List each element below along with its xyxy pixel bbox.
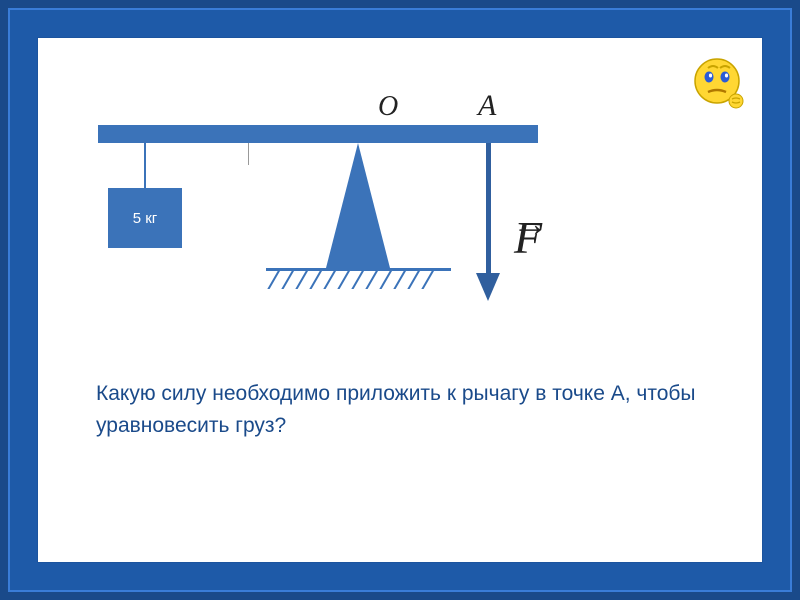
weight-box: 5 кг — [108, 188, 182, 248]
lever-diagram: 5 кг O A → F — [98, 93, 598, 343]
slide-frame: 5 кг O A → F Какую силу необходимо прило… — [8, 8, 792, 592]
lever-tick — [248, 143, 249, 165]
weight-label: 5 кг — [133, 210, 158, 227]
force-arrowhead — [476, 273, 500, 301]
lever-bar — [98, 125, 538, 143]
label-point-A: A — [478, 89, 496, 123]
slide-card: 5 кг O A → F Какую силу необходимо прило… — [38, 38, 762, 562]
weight-string — [144, 143, 146, 188]
fulcrum — [326, 143, 390, 268]
force-vector-arrow-icon: → — [512, 203, 544, 245]
ground-hatches — [266, 271, 451, 289]
label-force-F: → F — [514, 211, 542, 264]
force-shaft — [486, 143, 491, 278]
question-text: Какую силу необходимо приложить к рычагу… — [96, 378, 704, 441]
thinking-emoji-icon — [690, 56, 744, 110]
label-point-O: O — [378, 91, 398, 123]
